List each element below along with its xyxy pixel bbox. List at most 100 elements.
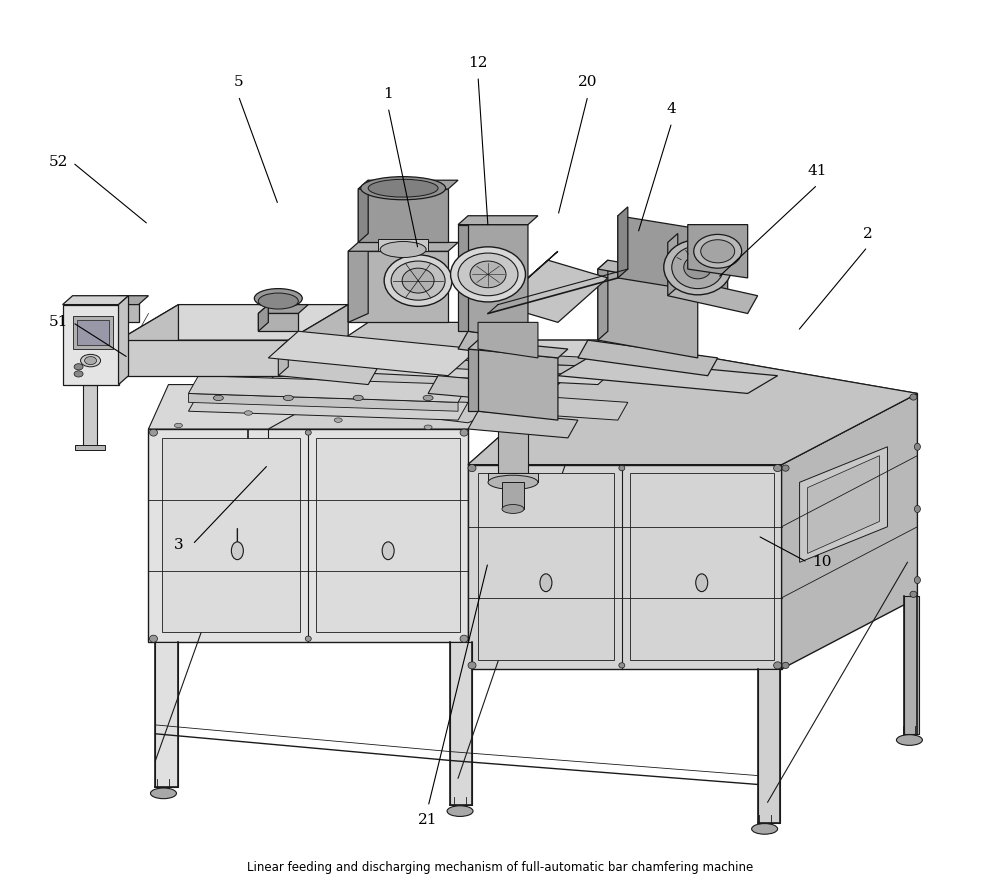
- Polygon shape: [238, 340, 598, 367]
- Polygon shape: [188, 376, 468, 402]
- Polygon shape: [148, 384, 348, 429]
- Polygon shape: [258, 304, 268, 331]
- Ellipse shape: [696, 574, 708, 592]
- Text: 52: 52: [49, 156, 68, 169]
- Polygon shape: [358, 180, 458, 189]
- Polygon shape: [238, 349, 598, 376]
- Ellipse shape: [85, 357, 97, 365]
- Polygon shape: [468, 340, 917, 465]
- Polygon shape: [288, 304, 348, 376]
- Text: 5: 5: [234, 76, 243, 90]
- Polygon shape: [468, 340, 568, 358]
- Ellipse shape: [258, 293, 298, 309]
- Polygon shape: [630, 473, 774, 660]
- Polygon shape: [248, 358, 558, 423]
- Ellipse shape: [334, 418, 342, 423]
- Ellipse shape: [305, 636, 311, 642]
- Polygon shape: [458, 215, 538, 224]
- Ellipse shape: [672, 246, 724, 288]
- Polygon shape: [498, 429, 528, 473]
- Polygon shape: [188, 393, 468, 420]
- Polygon shape: [458, 331, 538, 358]
- Ellipse shape: [81, 354, 101, 367]
- Polygon shape: [598, 269, 698, 358]
- Polygon shape: [498, 251, 558, 304]
- Ellipse shape: [150, 788, 176, 798]
- Ellipse shape: [914, 577, 920, 584]
- Polygon shape: [63, 295, 129, 304]
- Polygon shape: [782, 393, 917, 669]
- Polygon shape: [618, 215, 728, 295]
- Ellipse shape: [684, 255, 712, 279]
- Polygon shape: [63, 304, 119, 384]
- Ellipse shape: [254, 288, 302, 308]
- Ellipse shape: [380, 241, 426, 257]
- Ellipse shape: [361, 176, 446, 199]
- Ellipse shape: [213, 395, 223, 401]
- Polygon shape: [598, 260, 608, 340]
- Polygon shape: [119, 304, 178, 376]
- Ellipse shape: [391, 261, 445, 300]
- Ellipse shape: [384, 255, 452, 306]
- Ellipse shape: [694, 234, 742, 268]
- Ellipse shape: [460, 429, 468, 436]
- Ellipse shape: [782, 662, 789, 668]
- Ellipse shape: [368, 179, 438, 197]
- Polygon shape: [578, 340, 718, 376]
- Ellipse shape: [149, 635, 157, 643]
- Ellipse shape: [283, 395, 293, 401]
- Polygon shape: [498, 260, 608, 322]
- Ellipse shape: [468, 465, 476, 472]
- Ellipse shape: [488, 475, 538, 490]
- Polygon shape: [618, 206, 628, 278]
- Polygon shape: [668, 278, 758, 313]
- Polygon shape: [800, 447, 887, 562]
- Polygon shape: [148, 429, 468, 643]
- Ellipse shape: [423, 395, 433, 401]
- Ellipse shape: [424, 425, 432, 430]
- Ellipse shape: [460, 635, 468, 643]
- Polygon shape: [468, 349, 478, 411]
- Polygon shape: [904, 596, 919, 733]
- Ellipse shape: [664, 239, 732, 295]
- Polygon shape: [478, 473, 614, 660]
- Ellipse shape: [914, 443, 920, 450]
- Ellipse shape: [231, 542, 243, 560]
- Ellipse shape: [540, 574, 552, 592]
- Polygon shape: [358, 180, 368, 242]
- Polygon shape: [478, 349, 558, 420]
- Text: 51: 51: [49, 315, 68, 329]
- Ellipse shape: [74, 371, 83, 377]
- Polygon shape: [155, 643, 178, 787]
- Polygon shape: [278, 358, 378, 384]
- Polygon shape: [558, 358, 778, 393]
- Text: 12: 12: [468, 56, 488, 70]
- Ellipse shape: [752, 823, 778, 834]
- Ellipse shape: [914, 506, 920, 513]
- Ellipse shape: [149, 429, 157, 436]
- Ellipse shape: [910, 591, 917, 597]
- Ellipse shape: [701, 239, 735, 263]
- Polygon shape: [358, 189, 448, 242]
- Ellipse shape: [619, 465, 625, 471]
- Polygon shape: [488, 473, 538, 482]
- Polygon shape: [668, 233, 678, 295]
- Polygon shape: [73, 316, 113, 349]
- Polygon shape: [688, 224, 748, 278]
- Text: 3: 3: [174, 538, 183, 552]
- Polygon shape: [502, 482, 524, 509]
- Polygon shape: [109, 295, 139, 322]
- Polygon shape: [148, 340, 608, 429]
- Ellipse shape: [619, 663, 625, 668]
- Text: 21: 21: [418, 813, 438, 827]
- Text: 10: 10: [812, 555, 831, 570]
- Ellipse shape: [774, 662, 782, 669]
- Polygon shape: [468, 411, 578, 438]
- Polygon shape: [316, 438, 460, 632]
- Ellipse shape: [74, 364, 83, 370]
- Text: 20: 20: [578, 76, 598, 90]
- Text: 41: 41: [808, 165, 827, 178]
- Polygon shape: [75, 445, 105, 450]
- Polygon shape: [278, 340, 288, 376]
- Polygon shape: [258, 304, 308, 313]
